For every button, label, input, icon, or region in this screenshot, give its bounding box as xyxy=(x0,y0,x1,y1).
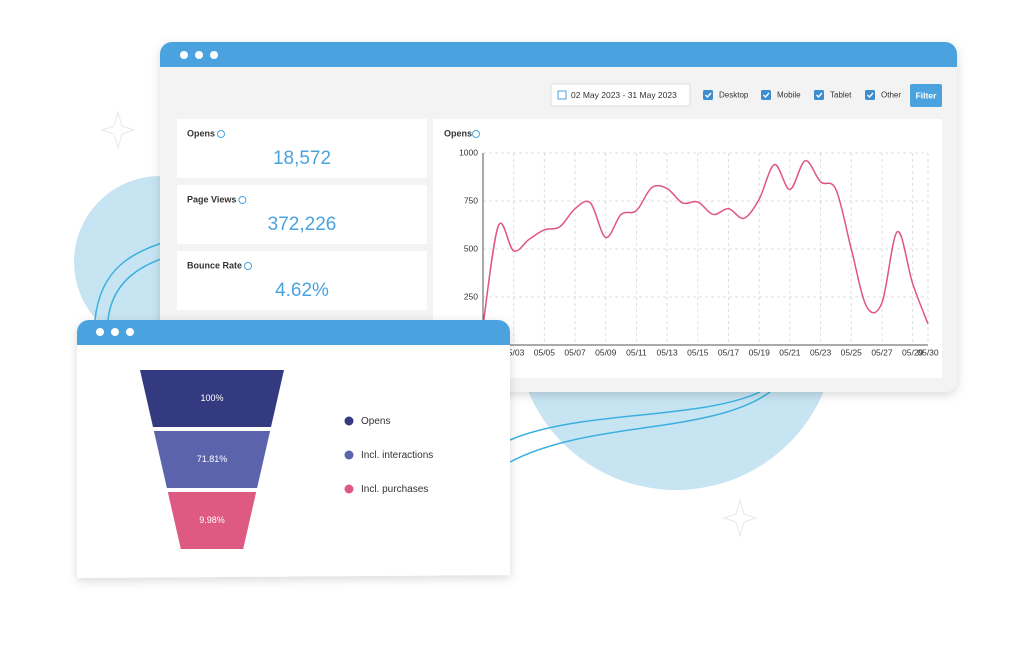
funnel-window xyxy=(77,320,510,578)
filter-label: Filter xyxy=(916,90,937,100)
window-header xyxy=(160,42,957,67)
y-tick-label: 1000 xyxy=(459,147,478,157)
x-tick-label: 05/23 xyxy=(810,347,832,357)
x-tick-label: 05/13 xyxy=(656,347,678,357)
checkbox[interactable] xyxy=(814,90,824,100)
chart-title: Opens xyxy=(444,128,472,138)
window-dot xyxy=(210,51,218,59)
stat-value: 18,572 xyxy=(273,148,331,169)
y-tick-label: 500 xyxy=(464,243,478,253)
y-tick-label: 750 xyxy=(464,195,478,205)
filter-button[interactable] xyxy=(910,84,942,107)
window-body xyxy=(77,320,510,578)
funnel-label: 100% xyxy=(200,393,223,403)
funnel-label: 71.81% xyxy=(197,454,228,464)
checkbox-label: Other xyxy=(881,91,901,100)
stat-value: 372,226 xyxy=(268,214,337,235)
date-picker[interactable] xyxy=(550,83,691,107)
stat-label: Page Views xyxy=(187,194,236,204)
stat-card xyxy=(177,251,427,310)
x-tick-label: 05/15 xyxy=(687,347,709,357)
stat-card xyxy=(177,185,427,244)
legend-label: Opens xyxy=(361,416,390,427)
funnel-segment xyxy=(140,370,284,427)
info-icon xyxy=(217,130,226,138)
decor-star xyxy=(100,110,136,150)
legend-label: Incl. purchases xyxy=(361,484,428,495)
checkbox[interactable] xyxy=(703,90,713,100)
info-icon xyxy=(238,196,247,204)
line-series xyxy=(482,159,929,326)
window-dot xyxy=(195,51,203,59)
x-tick-label: 05/07 xyxy=(564,347,586,357)
info-icon xyxy=(244,262,253,270)
checkmark xyxy=(763,92,770,99)
calendar-icon xyxy=(557,90,567,100)
checkbox-label: Desktop xyxy=(719,91,749,100)
funnel-segment xyxy=(153,431,271,488)
stat-value: 4.62% xyxy=(275,280,329,301)
x-tick-label: 05/21 xyxy=(779,347,801,357)
legend-swatch xyxy=(344,484,354,494)
x-tick-label: 05/05 xyxy=(534,347,556,357)
decor-line xyxy=(509,391,761,441)
stat-label: Opens xyxy=(187,128,215,138)
legend-label: Incl. interactions xyxy=(361,450,433,461)
window-header xyxy=(77,320,510,345)
decor-star xyxy=(722,498,758,538)
x-tick-label: 05/25 xyxy=(841,347,863,357)
x-tick-label: 05/17 xyxy=(718,347,740,357)
window-dot xyxy=(111,328,119,336)
checkbox-label: Tablet xyxy=(830,91,852,100)
checkbox[interactable] xyxy=(761,90,771,100)
date-range: 02 May 2023 - 31 May 2023 xyxy=(571,90,677,100)
legend-swatch xyxy=(344,450,354,460)
decor-line xyxy=(509,391,771,463)
x-tick-label: 05/09 xyxy=(595,347,617,357)
window-dot xyxy=(96,328,104,336)
x-tick-label: 05/29 xyxy=(902,347,924,357)
funnel-segment xyxy=(167,492,257,549)
stat-card xyxy=(177,119,427,178)
window-dot xyxy=(126,328,134,336)
legend-swatch xyxy=(344,416,354,426)
checkmark xyxy=(705,92,712,99)
checkmark xyxy=(867,92,874,99)
x-tick-label: 05/19 xyxy=(749,347,771,357)
checkmark xyxy=(816,92,823,99)
funnel-label: 9.98% xyxy=(199,515,225,525)
x-tick-label: 05/30 xyxy=(917,347,939,357)
checkbox[interactable] xyxy=(865,90,875,100)
stat-label: Bounce Rate xyxy=(187,260,242,270)
x-tick-label: 05/11 xyxy=(626,347,647,357)
checkbox-label: Mobile xyxy=(777,91,801,100)
info-icon xyxy=(472,130,480,138)
x-tick-label: 05/27 xyxy=(871,347,893,357)
x-tick-label: 05/03 xyxy=(503,347,525,357)
window-dot xyxy=(180,51,188,59)
y-tick-label: 250 xyxy=(464,291,478,301)
